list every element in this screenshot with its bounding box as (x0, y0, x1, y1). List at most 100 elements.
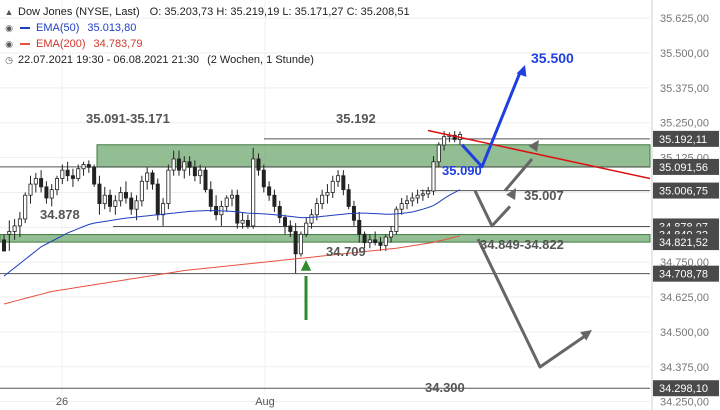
arrow-head-green (300, 260, 312, 271)
y-tick-label: 34.250,00 (660, 397, 709, 409)
candle-body (161, 203, 166, 216)
forecast-path-up (460, 71, 522, 169)
level-label: 34.878 (40, 207, 80, 222)
candle-body (145, 172, 150, 182)
level-annotations: 35.091-35.171 35.192 34.878 34.849-34.822 34… (40, 50, 574, 395)
y-tick-label: 35.250,00 (660, 118, 709, 130)
ema50-label: EMA(50) (36, 22, 80, 34)
candle-body (367, 239, 372, 244)
legend-instrument-row: ▲ Dow Jones (NYSE, Last) O: 35.203,73 H:… (4, 4, 410, 20)
candle-body (155, 183, 160, 216)
candle-body (65, 169, 70, 177)
candle-body (229, 194, 234, 199)
forecast-path-grey (503, 158, 534, 192)
price-tag-label: 34.298,10 (659, 383, 708, 395)
candle-body (92, 166, 97, 185)
candle-body (389, 231, 394, 238)
candle-body (123, 192, 128, 199)
arrow-head-up (516, 65, 527, 77)
candle-body (309, 214, 314, 224)
candle-body (129, 197, 134, 210)
candle-body (325, 192, 330, 196)
candle-body (256, 158, 261, 171)
arrow-head (580, 330, 592, 341)
candle-body (97, 183, 102, 205)
candle-body (399, 203, 404, 210)
candle-body (33, 178, 38, 185)
candle-body (341, 175, 346, 191)
ema200-swatch (20, 43, 30, 45)
ema50-swatch (20, 27, 30, 29)
price-tag-label: 34.708,78 (659, 269, 708, 281)
forecast-path-grey (476, 238, 586, 369)
candle-body (420, 193, 425, 196)
price-tag: 34.821,52 (653, 234, 719, 251)
candle-body (134, 200, 139, 210)
candle-body (198, 169, 203, 177)
price-zone (0, 234, 651, 243)
arrow-head (506, 188, 516, 200)
candle-body (245, 219, 250, 227)
price-tag-box (653, 130, 719, 147)
candle-body (150, 172, 155, 185)
y-tick-label: 35.500,00 (660, 48, 709, 60)
price-tag-label: 34.821,52 (659, 237, 708, 249)
candle-body (192, 166, 197, 177)
candle-body (357, 219, 362, 235)
zone-label-lower: 34.849-34.822 (480, 237, 564, 252)
candle-body (44, 186, 49, 199)
price-tag-label: 35.192,11 (659, 134, 707, 146)
forecast-paths (300, 65, 592, 369)
candle-body (39, 178, 44, 188)
price-tag-box (653, 234, 719, 251)
price-axis: 35.625,00 35.500,00 35.375,00 35.250,00 35.1… (651, 0, 720, 410)
ohlc-values: O: 35.203,73 H: 35.219,19 L: 35.171,27 C… (149, 6, 410, 18)
candle-body (442, 136, 447, 146)
candle-body (208, 189, 213, 207)
y-tick-label: 34.625,00 (660, 292, 709, 304)
period-label: (2 Wochen, 1 Stunde) (207, 54, 314, 66)
candle-body (166, 169, 171, 205)
legend-range-row: ◷ 22.07.2021 19:30 - 06.08.2021 21:30 (2… (4, 52, 410, 68)
ema200-label: EMA(200) (36, 38, 86, 50)
collapse-arrow-icon[interactable]: ▲ (4, 7, 14, 17)
candle-body (86, 164, 91, 168)
candle-body (378, 242, 383, 246)
candle-body (304, 222, 309, 235)
zone-label-upper: 35.091-35.171 (86, 111, 170, 126)
price-tag: 34.298,10 (653, 380, 719, 397)
candle-body (108, 194, 113, 207)
descending-trend-line (427, 129, 651, 180)
level-label: 34.300 (425, 380, 465, 395)
ema200-line (3, 235, 461, 305)
visibility-eye-icon[interactable]: ◉ (5, 39, 13, 49)
time-axis: 26 Aug (56, 396, 275, 408)
instrument-label: Dow Jones (NYSE, Last) (18, 6, 140, 18)
candle-body (76, 168, 81, 179)
ema50-line (3, 189, 461, 277)
price-tag-box (653, 158, 719, 175)
price-axis-background (652, 0, 720, 410)
candle-body (7, 231, 12, 235)
candle-body (410, 197, 415, 202)
candle-body (102, 194, 107, 205)
candlestick-series (2, 131, 462, 274)
candle-body (426, 190, 431, 195)
price-tag-box (653, 265, 719, 282)
candle-body (118, 192, 123, 202)
candle-body (139, 180, 144, 202)
candle-body (176, 158, 181, 171)
candle-body (203, 169, 208, 191)
candle-body (261, 169, 266, 188)
candle-body (49, 189, 54, 199)
candle-body (235, 194, 240, 224)
candle-body (171, 158, 176, 171)
candle-body (415, 194, 420, 199)
target-label: 35.500 (531, 50, 574, 66)
level-label-blue: 35.090 (442, 163, 482, 178)
visibility-eye-icon[interactable]: ◉ (5, 23, 13, 33)
candle-body (346, 189, 351, 207)
price-tag: 35.091,56 (653, 158, 719, 175)
candle-body (2, 239, 7, 252)
